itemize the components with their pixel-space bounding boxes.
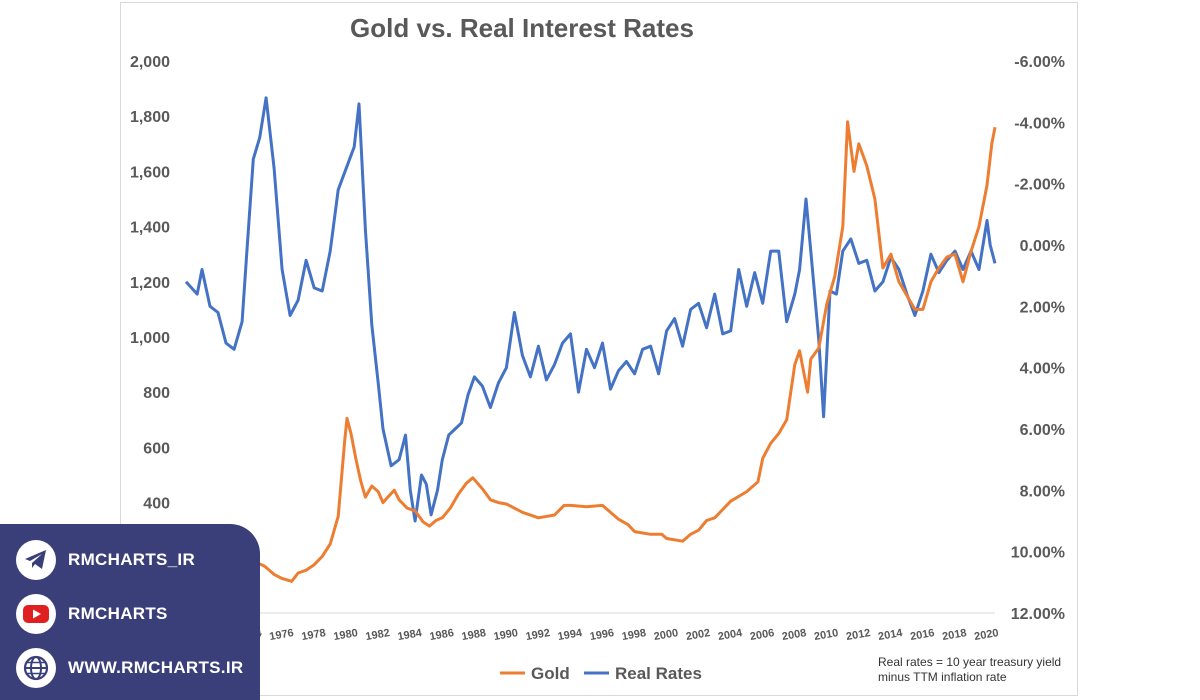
left-tick-label: 1,600: [130, 164, 170, 181]
real-rates-series-line: [184, 96, 997, 523]
legend-rates-label: Real Rates: [615, 664, 702, 683]
x-tick-label: 1988: [461, 627, 487, 643]
chart-frame: [120, 2, 1078, 696]
telegram-link[interactable]: RMCHARTS_IR: [16, 540, 195, 580]
x-tick-label: 1992: [525, 627, 551, 643]
x-tick-label: 1996: [589, 627, 615, 643]
legend-gold-label: Gold: [531, 664, 570, 683]
x-tick-label: 1978: [301, 627, 327, 643]
right-tick-label: 10.00%: [1011, 545, 1065, 562]
website-url: WWW.RMCHARTS.IR: [68, 658, 244, 677]
x-tick-label: 2018: [941, 627, 967, 643]
right-tick-label: 2.00%: [1020, 299, 1065, 316]
x-tick-label: 2004: [717, 627, 744, 643]
x-tick-label: 1984: [397, 627, 424, 643]
x-tick-label: 2014: [877, 627, 904, 643]
x-tick-label: 1994: [557, 627, 584, 643]
right-tick-label: -2.00%: [1014, 177, 1065, 194]
x-tick-label: 2006: [749, 627, 775, 643]
globe-icon: [16, 648, 56, 688]
x-tick-label: 2010: [813, 627, 839, 643]
right-tick-label: 6.00%: [1020, 422, 1065, 439]
x-tick-label: 2000: [653, 627, 679, 643]
right-tick-label: 12.00%: [1011, 606, 1065, 623]
left-tick-label: 1,800: [130, 109, 170, 126]
left-tick-label: 1,400: [130, 220, 170, 237]
right-tick-label: -4.00%: [1014, 115, 1065, 132]
chart-title: Gold vs. Real Interest Rates: [350, 13, 694, 43]
x-tick-label: 1998: [621, 627, 647, 643]
left-axis: 400 600 800 1,000 1,200 1,400 1,600 1,800 2,000: [130, 54, 170, 513]
gold-series-line: [186, 120, 997, 605]
x-tick-label: 1976: [268, 627, 294, 643]
x-axis: 1970197219741976197819801982198419861988…: [172, 627, 999, 643]
footnote-line-1: Real rates = 10 year treasury yield: [878, 655, 1061, 669]
x-tick-label: 2012: [845, 627, 871, 643]
right-axis: -6.00% -4.00% -2.00% 0.00% 2.00% 4.00% 6.00% 8.…: [1011, 54, 1065, 623]
telegram-handle: RMCHARTS_IR: [68, 550, 196, 569]
x-tick-label: 1990: [493, 627, 519, 643]
social-panel: RMCHARTS_IR RMCHARTS WWW.RMCHARTS.IR: [0, 524, 260, 700]
left-tick-label: 600: [143, 440, 170, 457]
left-tick-label: 1,000: [130, 330, 170, 347]
right-tick-label: -6.00%: [1014, 54, 1065, 71]
x-tick-label: 1982: [365, 627, 391, 643]
footnote-line-2: minus TTM inflation rate: [878, 670, 1007, 684]
left-tick-label: 2,000: [130, 54, 170, 71]
x-tick-label: 2020: [973, 627, 999, 643]
youtube-icon: [16, 594, 56, 634]
x-tick-label: 2016: [909, 627, 935, 643]
left-tick-label: 1,200: [130, 275, 170, 292]
right-tick-label: 8.00%: [1020, 483, 1065, 500]
right-tick-label: 4.00%: [1020, 361, 1065, 378]
youtube-handle: RMCHARTS: [68, 604, 168, 623]
telegram-icon: [16, 540, 56, 580]
x-tick-label: 1980: [333, 627, 359, 643]
left-tick-label: 400: [143, 496, 170, 513]
x-tick-label: 2002: [685, 627, 711, 643]
website-link[interactable]: WWW.RMCHARTS.IR: [16, 648, 243, 688]
youtube-link[interactable]: RMCHARTS: [16, 594, 168, 634]
x-tick-label: 2008: [781, 627, 807, 643]
right-tick-label: 0.00%: [1020, 238, 1065, 255]
x-tick-label: 1986: [429, 627, 455, 643]
left-tick-label: 800: [143, 385, 170, 402]
